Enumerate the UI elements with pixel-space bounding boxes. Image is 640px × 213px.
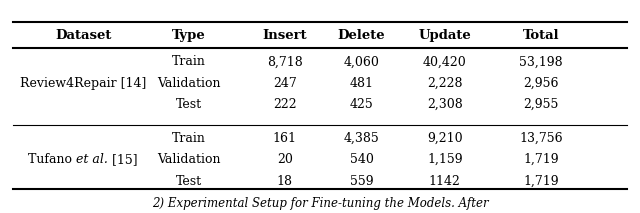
Text: 247: 247 [273, 76, 297, 90]
Text: Tufano: Tufano [28, 153, 76, 166]
Text: Total: Total [522, 29, 559, 42]
Text: 53,198: 53,198 [519, 55, 563, 68]
Text: 1,719: 1,719 [523, 153, 559, 166]
Text: 1142: 1142 [429, 174, 461, 188]
Text: Dataset: Dataset [55, 29, 111, 42]
Text: Type: Type [172, 29, 205, 42]
Text: Validation: Validation [157, 153, 221, 166]
Text: 481: 481 [349, 76, 374, 90]
Text: et al.: et al. [76, 153, 108, 166]
Text: Test: Test [176, 174, 202, 188]
Text: 425: 425 [349, 98, 374, 111]
Text: Delete: Delete [338, 29, 385, 42]
Text: 8,718: 8,718 [267, 55, 303, 68]
Text: Validation: Validation [157, 76, 221, 90]
Text: 1,719: 1,719 [523, 174, 559, 188]
Text: 2,308: 2,308 [427, 98, 463, 111]
Text: 559: 559 [350, 174, 373, 188]
Text: 1,159: 1,159 [427, 153, 463, 166]
Text: 2) Experimental Setup for Fine-tuning the Models. After: 2) Experimental Setup for Fine-tuning th… [152, 197, 488, 210]
Text: Insert: Insert [262, 29, 307, 42]
Text: 4,060: 4,060 [344, 55, 380, 68]
Text: Train: Train [172, 55, 205, 68]
Text: Test: Test [176, 98, 202, 111]
Text: 161: 161 [273, 132, 297, 145]
Text: 2,955: 2,955 [523, 98, 559, 111]
Text: 2,956: 2,956 [523, 76, 559, 90]
Text: 2,228: 2,228 [427, 76, 463, 90]
Text: Update: Update [419, 29, 471, 42]
Text: 20: 20 [277, 153, 292, 166]
Text: 13,756: 13,756 [519, 132, 563, 145]
Text: 540: 540 [349, 153, 374, 166]
Text: 9,210: 9,210 [427, 132, 463, 145]
Text: 18: 18 [277, 174, 293, 188]
Text: 4,385: 4,385 [344, 132, 380, 145]
Text: 40,420: 40,420 [423, 55, 467, 68]
Text: 222: 222 [273, 98, 296, 111]
Text: Train: Train [172, 132, 205, 145]
Text: Review4Repair [14]: Review4Repair [14] [20, 76, 147, 90]
Text: [15]: [15] [108, 153, 138, 166]
